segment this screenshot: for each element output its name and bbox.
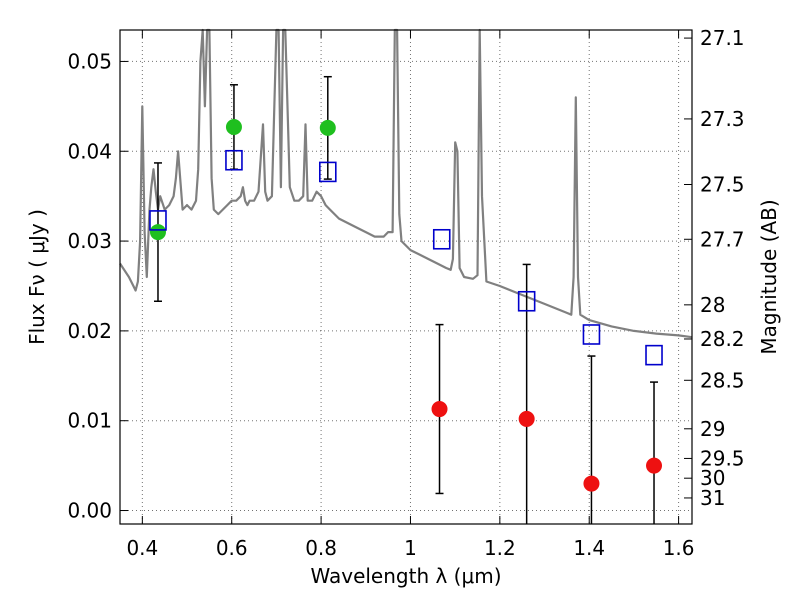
x-tick-label: 0.8	[305, 536, 337, 560]
mag-tick-label: 28	[700, 293, 725, 317]
red-data-point	[646, 457, 663, 474]
red-data-point	[431, 401, 448, 418]
x-tick-label: 0.4	[126, 536, 158, 560]
y-tick-label: 0.00	[67, 499, 112, 523]
x-axis-label: Wavelength λ (μm)	[310, 564, 501, 588]
mag-tick-label: 27.5	[700, 172, 745, 196]
x-tick-label: 0.6	[216, 536, 248, 560]
mag-tick-label: 29.5	[700, 446, 745, 470]
model-photometry-square	[517, 290, 536, 312]
mag-tick-label: 27.1	[700, 26, 745, 50]
model-spectrum-line	[119, 28, 693, 339]
model-photometry-square	[432, 228, 451, 250]
grid-layer	[120, 30, 692, 524]
y-tick-label: 0.04	[67, 139, 112, 163]
y-tick-label: 0.03	[67, 229, 112, 253]
mag-tick-label: 28.5	[700, 368, 745, 392]
mag-tick-label: 31	[700, 486, 725, 510]
y2-axis-label: Magnitude (AB)	[757, 199, 781, 354]
mag-tick-label: 29	[700, 417, 725, 441]
ticks-layer: 0.4 0.6 0.8 1 1.2 1.4 1.6 0.00 0.01 0.02 0.03 0.04 0…	[67, 26, 744, 560]
mag-tick-label: 27.3	[700, 107, 745, 131]
spectrum-layer	[119, 28, 693, 339]
y-tick-label: 0.05	[67, 49, 112, 73]
red-data-point	[518, 410, 535, 427]
y-axis-label: Flux Fν ( μJy )	[25, 209, 49, 345]
y-tick-label: 0.01	[67, 409, 112, 433]
mag-tick-label: 27.7	[700, 227, 745, 251]
plot-frame	[119, 29, 693, 525]
green-data-point	[149, 224, 166, 241]
model-photometry-square	[149, 210, 167, 231]
points-layer	[149, 75, 663, 524]
green-data-point	[225, 119, 242, 136]
y-tick-label: 0.02	[67, 319, 112, 343]
model-photometry-square	[582, 324, 601, 345]
mag-tick-label: 30	[700, 466, 725, 490]
red-data-point	[583, 475, 600, 492]
x-tick-label: 1.2	[484, 536, 516, 560]
model-photometry-square	[225, 149, 243, 171]
model-photometry-square	[318, 161, 337, 183]
model-photometry-square	[645, 344, 663, 366]
green-data-point	[319, 119, 336, 136]
mag-tick-label: 28.2	[700, 327, 745, 351]
x-tick-label: 1.6	[663, 536, 695, 560]
x-tick-label: 1.4	[573, 536, 605, 560]
x-tick-label: 1	[404, 536, 417, 560]
